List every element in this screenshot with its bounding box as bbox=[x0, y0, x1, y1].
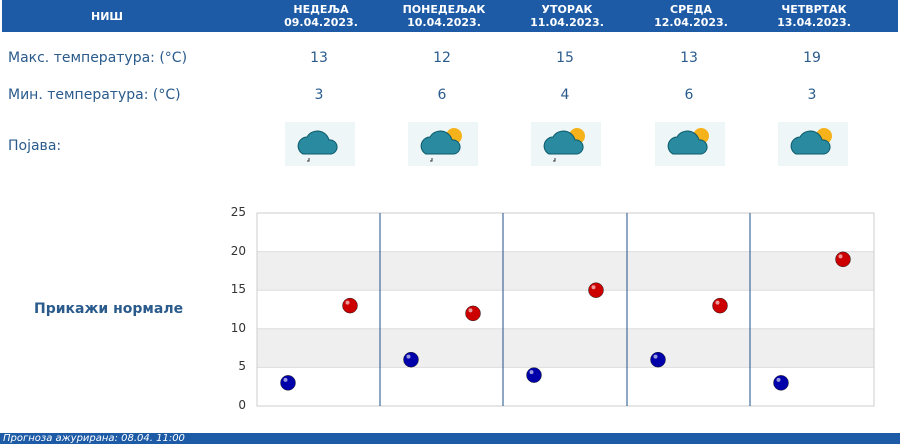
max-temp-value: 13 bbox=[310, 50, 328, 66]
point-highlight bbox=[406, 354, 411, 359]
day-name: УТОРАК bbox=[541, 3, 593, 16]
day-date: 11.04.2023. bbox=[530, 16, 604, 29]
min-temp-point bbox=[650, 351, 666, 368]
max-temp-value: 15 bbox=[556, 50, 574, 66]
city-name: НИШ bbox=[90, 10, 123, 23]
max-temp-point bbox=[712, 297, 728, 314]
max-temp-value: 12 bbox=[433, 50, 451, 66]
max-temp-point bbox=[465, 305, 481, 322]
grid-band bbox=[257, 251, 874, 291]
min-temp-point bbox=[403, 351, 419, 368]
min-temp-value: 3 bbox=[314, 87, 324, 103]
day-date: 09.04.2023. bbox=[284, 16, 358, 29]
day-name: СРЕДА bbox=[670, 3, 712, 16]
y-tick-label: 25 bbox=[230, 205, 246, 219]
partly-cloudy-rain-icon bbox=[531, 122, 601, 166]
point-highlight bbox=[653, 354, 658, 359]
forecast-updated: Прогноза ажурирана: 08.04. 11:00 bbox=[0, 433, 900, 444]
point-highlight bbox=[529, 370, 534, 375]
min-temp-point bbox=[280, 375, 296, 391]
day-date: 13.04.2023. bbox=[777, 16, 851, 29]
max-temp-value: 13 bbox=[680, 50, 698, 66]
point-highlight bbox=[345, 300, 350, 305]
day-name: ЧЕТВРТАК bbox=[781, 3, 847, 16]
y-tick-label: 5 bbox=[238, 359, 246, 374]
min-temp-label: Мин. температура: (°C) bbox=[8, 87, 181, 103]
min-temp-value: 3 bbox=[807, 87, 817, 103]
day-date: 10.04.2023. bbox=[407, 16, 481, 29]
day-header: НЕДЕЉА 09.04.2023. bbox=[259, 3, 383, 29]
day-date: 12.04.2023. bbox=[654, 16, 728, 29]
day-header: УТОРАК 11.04.2023. bbox=[505, 3, 629, 29]
cloud-rain-icon bbox=[285, 122, 355, 166]
min-temp-point bbox=[526, 367, 542, 383]
partly-cloudy-icon bbox=[778, 122, 848, 166]
partly-cloudy-rain-icon bbox=[408, 122, 478, 166]
day-header: СРЕДА 12.04.2023. bbox=[629, 3, 753, 29]
day-name: ПОНЕДЕЉАК bbox=[402, 3, 486, 16]
y-tick-label: 15 bbox=[230, 282, 246, 297]
show-normals-link[interactable]: Прикажи нормале bbox=[34, 301, 184, 317]
point-highlight bbox=[776, 377, 781, 382]
partly-cloudy-icon bbox=[655, 122, 725, 166]
max-temp-point bbox=[342, 297, 358, 314]
point-highlight bbox=[591, 285, 596, 290]
max-temp-point bbox=[835, 251, 851, 268]
point-highlight bbox=[715, 300, 720, 305]
grid-band bbox=[257, 328, 874, 368]
min-temp-value: 6 bbox=[684, 87, 694, 103]
point-highlight bbox=[468, 308, 473, 313]
min-temp-point bbox=[773, 375, 789, 391]
phenomenon-label: Појава: bbox=[8, 138, 62, 154]
day-header: ЧЕТВРТАК 13.04.2023. bbox=[752, 3, 876, 29]
max-temp-value: 19 bbox=[803, 50, 821, 66]
max-temp-label: Макс. температура: (°C) bbox=[8, 50, 188, 66]
header-bar: НИШ НЕДЕЉА 09.04.2023. ПОНЕДЕЉАК 10.04.2023… bbox=[2, 0, 898, 32]
max-temp-point bbox=[588, 282, 604, 298]
min-temp-value: 6 bbox=[437, 87, 447, 103]
point-highlight bbox=[283, 377, 288, 382]
y-tick-label: 0 bbox=[238, 398, 246, 412]
point-highlight bbox=[838, 254, 843, 259]
y-tick-label: 10 bbox=[230, 320, 246, 335]
day-header: ПОНЕДЕЉАК 10.04.2023. bbox=[382, 3, 506, 29]
min-temp-value: 4 bbox=[560, 87, 570, 103]
y-tick-label: 20 bbox=[230, 243, 246, 258]
plot-border bbox=[256, 212, 875, 407]
day-name: НЕДЕЉА bbox=[293, 3, 349, 16]
